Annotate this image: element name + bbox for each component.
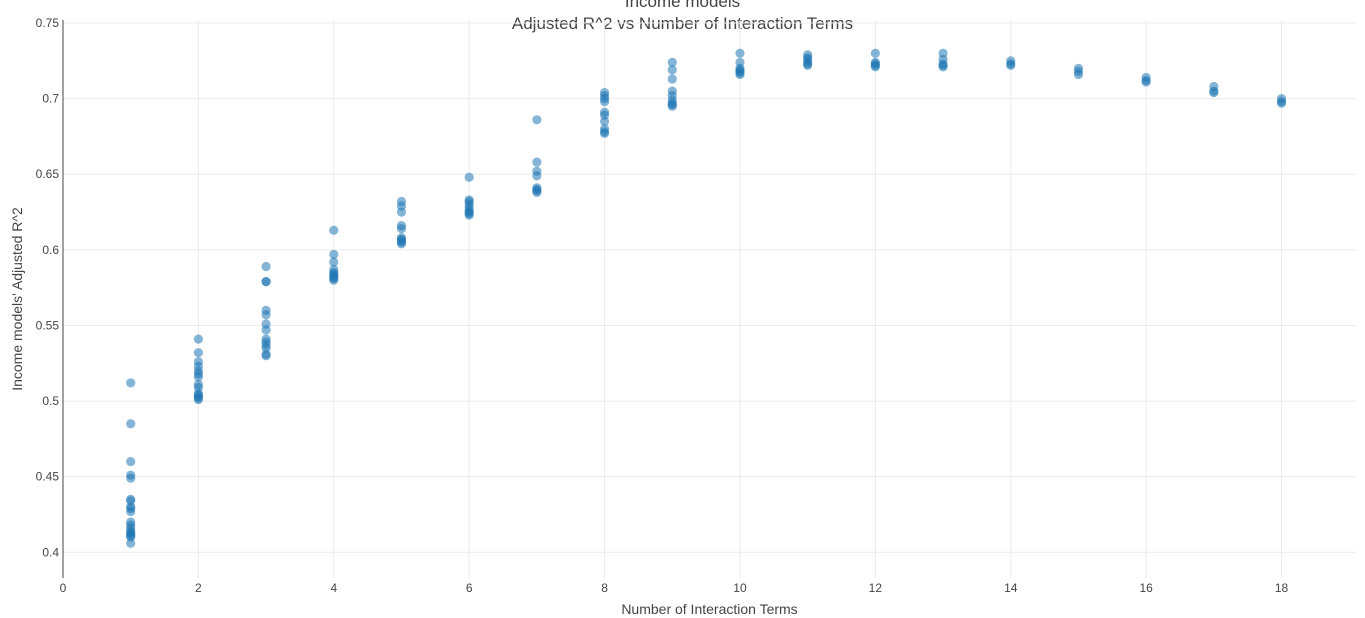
x-tick-label: 4 (330, 581, 337, 595)
data-point (126, 473, 136, 483)
y-tick-label: 0.55 (36, 318, 60, 332)
data-point (396, 207, 407, 217)
y-tick-label: 0.65 (36, 167, 60, 181)
data-point (396, 224, 407, 234)
x-axis-label: Number of Interaction Terms (621, 601, 797, 617)
data-point (193, 372, 203, 382)
y-tick-label: 0.6 (42, 243, 59, 257)
data-point (532, 115, 542, 125)
x-tick-label: 10 (733, 581, 747, 595)
x-tick-label: 14 (1004, 581, 1018, 595)
data-point (803, 60, 813, 70)
y-tick-label: 0.7 (42, 92, 59, 106)
data-point (329, 225, 339, 235)
x-tick-label: 12 (869, 581, 883, 595)
data-point (1276, 98, 1287, 108)
x-tick-label: 16 (1139, 581, 1153, 595)
data-point (667, 101, 677, 111)
data-point (667, 74, 677, 84)
data-point (532, 187, 542, 197)
y-tick-label: 0.4 (42, 545, 59, 559)
data-point (870, 62, 880, 72)
data-point (464, 172, 474, 182)
chart-title: Income models (624, 0, 741, 11)
x-tick-label: 18 (1275, 581, 1289, 595)
data-point (261, 310, 271, 320)
data-point (464, 210, 474, 220)
data-point (329, 257, 339, 267)
data-point (261, 351, 271, 361)
x-tick-label: 6 (466, 581, 473, 595)
data-point (735, 69, 745, 80)
data-point (599, 128, 610, 139)
data-point (261, 261, 271, 272)
data-point (1209, 87, 1219, 98)
data-point (1073, 69, 1084, 80)
y-tick-label: 0.45 (36, 470, 60, 484)
data-point (193, 348, 203, 358)
data-point (396, 239, 407, 249)
data-point (1006, 60, 1016, 70)
x-tick-label: 0 (60, 581, 67, 595)
y-tick-label: 0.75 (36, 16, 60, 30)
data-point (599, 97, 610, 107)
y-axis-label: Income models' Adjusted R^2 (9, 207, 25, 391)
data-point (870, 48, 880, 58)
data-point (261, 325, 271, 335)
data-point (329, 249, 339, 259)
data-point (126, 456, 136, 467)
data-point (667, 57, 677, 67)
data-points (126, 48, 1287, 548)
data-point (126, 378, 136, 388)
gridlines (63, 20, 1356, 578)
data-point (261, 277, 271, 287)
data-point (126, 419, 136, 429)
data-point (126, 506, 136, 517)
x-tick-label: 2 (195, 581, 202, 595)
data-point (599, 116, 610, 126)
y-tick-label: 0.5 (42, 394, 59, 408)
data-point (193, 394, 203, 405)
data-point (193, 334, 203, 344)
data-point (329, 275, 339, 285)
data-point (1141, 77, 1151, 87)
data-point (938, 62, 948, 72)
data-point (667, 65, 677, 75)
x-tick-label: 8 (601, 581, 608, 595)
data-point (532, 171, 542, 181)
data-point (532, 157, 542, 167)
data-point (735, 48, 745, 58)
tick-labels: 0 2 4 6 8 10 12 14 16 18 0.4 0.45 0.5 0.55 0.6 0.65 0.7 0… (36, 16, 1289, 595)
data-point (126, 538, 136, 548)
